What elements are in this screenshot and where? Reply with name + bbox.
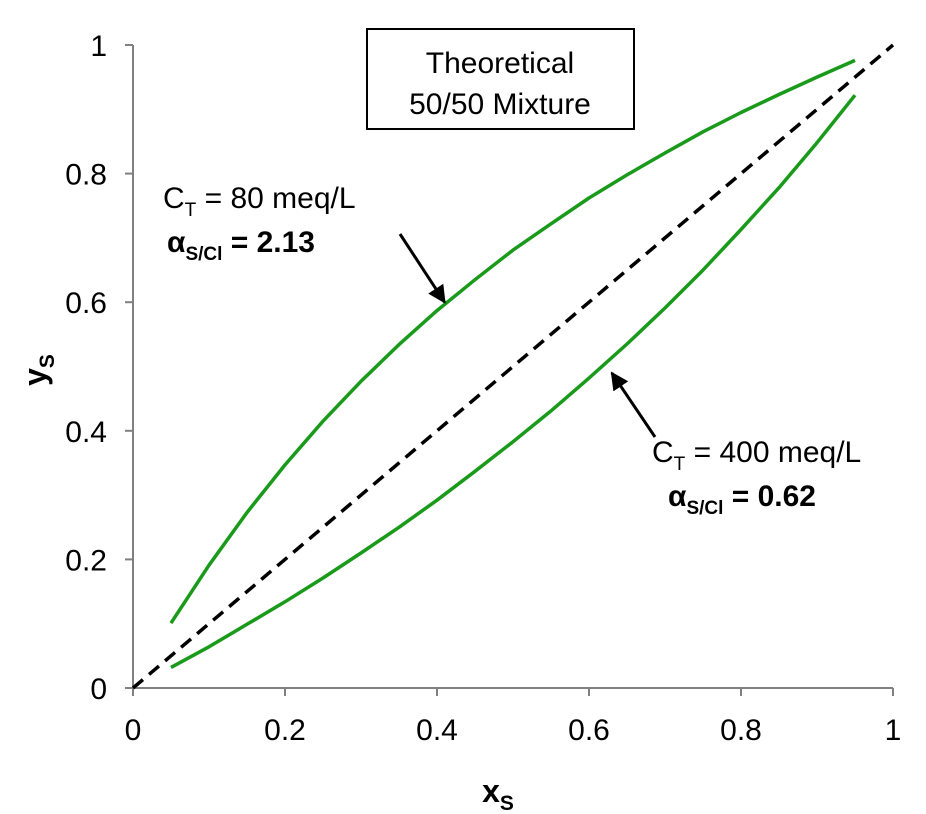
axes xyxy=(125,44,894,696)
x-tick-label: 0.2 xyxy=(264,714,306,747)
annotation-alpha-213-label: αS/Cl = 2.13 xyxy=(167,226,315,265)
legend-box-frame xyxy=(366,28,635,130)
legend-box-line1: Theoretical xyxy=(426,47,574,80)
y-tick-label: 1 xyxy=(90,30,107,63)
x-axis-title-main: x xyxy=(482,773,500,809)
x-tick-label: 0.4 xyxy=(416,714,458,747)
series-line-1 xyxy=(170,94,857,669)
series-layer xyxy=(131,43,895,690)
y-tick-label: 0.6 xyxy=(65,287,107,320)
annotation-alpha-062-label: αS/Cl = 0.62 xyxy=(668,480,816,519)
annotation-alpha-062-main: α xyxy=(668,480,687,513)
legend-box: Theoretical 50/50 Mixture xyxy=(366,28,635,130)
annotation-ct-400-main: C xyxy=(652,436,674,469)
annotation-ct-400-rest: = 400 meq/L xyxy=(685,436,861,469)
annotation-ct-400: CT = 400 meq/L αS/Cl = 0.62 xyxy=(652,436,861,519)
y-tick-label: 0.8 xyxy=(65,159,107,192)
annotation-ct-80-rest: = 80 meq/L xyxy=(196,182,355,215)
x-tick-label: 0.8 xyxy=(720,714,762,747)
x-axis-title-sub: S xyxy=(500,792,514,814)
y-axis-title: yS xyxy=(17,354,59,386)
annotation-ct-80-sub: T xyxy=(185,200,197,221)
series-line-diagonal xyxy=(131,43,895,690)
annotation-ct-80: CT = 80 meq/L αS/Cl = 2.13 xyxy=(163,182,356,265)
x-tick-label: 0 xyxy=(125,714,142,747)
annotation-arrow-0 xyxy=(398,233,446,304)
annotation-alpha-213-rest: = 2.13 xyxy=(222,226,315,259)
annotation-alpha-213-main: α xyxy=(167,226,186,259)
x-tick-label: 0.6 xyxy=(568,714,610,747)
x-axis-title: xS xyxy=(482,773,514,814)
annotation-ct-80-main: C xyxy=(163,182,185,215)
annotation-ct-400-label: CT = 400 meq/L xyxy=(652,436,861,475)
annotation-ct-400-sub: T xyxy=(674,454,686,475)
annotation-arrow-1 xyxy=(610,371,657,438)
tick-labels: 0 0.2 0.4 0.6 0.8 1 0 0.2 0.4 0.6 0.8 1 xyxy=(65,30,901,747)
y-tick-label: 0.2 xyxy=(65,544,107,577)
annotation-ct-80-label: CT = 80 meq/L xyxy=(163,182,356,221)
series-line-0 xyxy=(169,58,856,625)
annotation-alpha-213-sub: S/Cl xyxy=(185,244,222,265)
y-tick-label: 0.4 xyxy=(65,416,107,449)
annotation-alpha-062-sub: S/Cl xyxy=(686,498,723,519)
legend-box-line2: 50/50 Mixture xyxy=(409,88,591,121)
annotation-alpha-062-rest: = 0.62 xyxy=(723,480,816,513)
y-axis-title-main: y xyxy=(17,368,53,386)
x-tick-label: 1 xyxy=(885,714,902,747)
y-tick-label: 0 xyxy=(90,673,107,706)
annotation-arrows xyxy=(398,233,657,438)
y-axis-title-sub: S xyxy=(36,354,59,368)
